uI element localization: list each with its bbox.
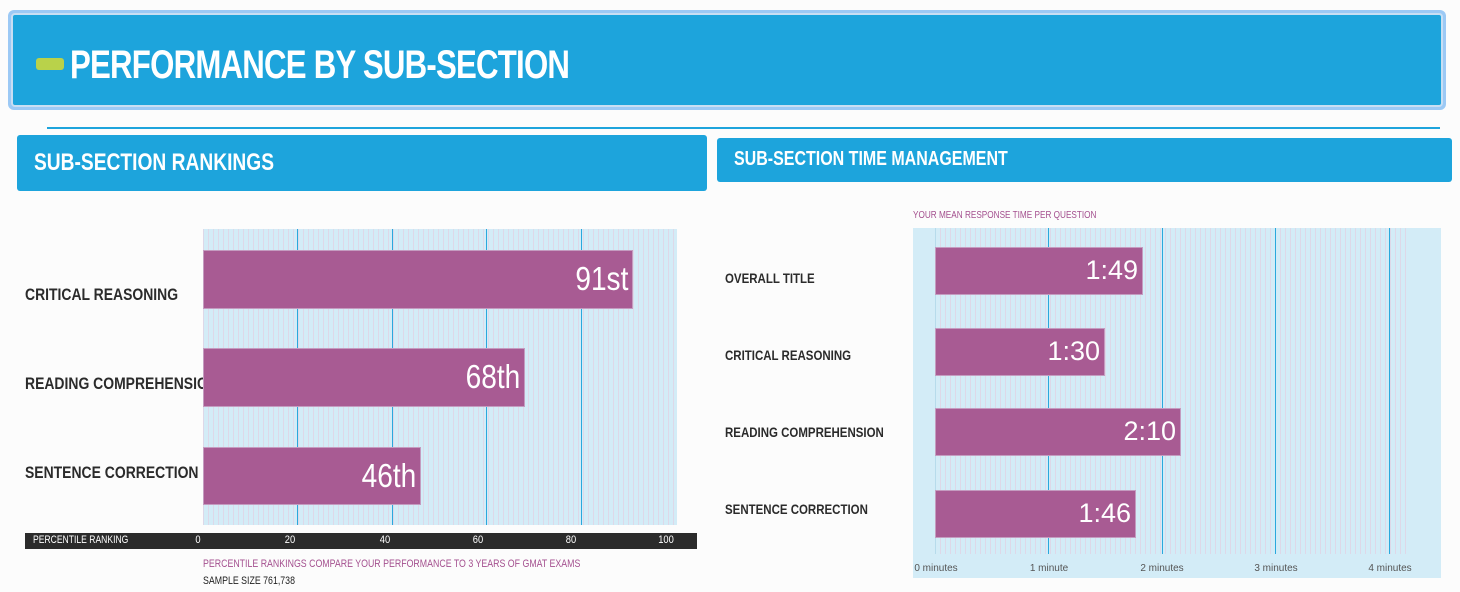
axis-tick: 100	[658, 534, 674, 546]
time-caption: YOUR MEAN RESPONSE TIME PER QUESTION	[913, 210, 1097, 221]
rankings-panel-header: SUB-SECTION RANKINGS	[17, 135, 707, 191]
gridline	[1275, 228, 1276, 554]
time-bar-overall[interactable]: 1:49	[935, 247, 1143, 295]
rank-bar-sentence-correction[interactable]: 46th	[203, 447, 421, 505]
time-plot-area: 1:49 1:30 2:10 1:46	[935, 228, 1410, 554]
axis-tick: 60	[472, 534, 484, 546]
time-bar-sentence-correction[interactable]: 1:46	[935, 490, 1136, 538]
bar-value-label: 1:30	[1047, 336, 1100, 366]
collapse-toggle-icon[interactable]	[36, 58, 64, 70]
time-category-label: OVERALL TITLE	[725, 270, 815, 286]
time-axis-tick: 1 minute	[1029, 563, 1069, 574]
divider	[47, 127, 1440, 129]
time-axis-tick: 4 minutes	[1368, 563, 1412, 574]
time-bar-critical-reasoning[interactable]: 1:30	[935, 328, 1105, 376]
axis-tick: 0	[195, 534, 201, 546]
gridline	[935, 228, 936, 554]
time-panel-header: SUB-SECTION TIME MANAGEMENT	[717, 138, 1452, 182]
axis-tick: 40	[379, 534, 391, 546]
bar-value-label: 1:49	[1085, 255, 1138, 285]
main-header-bar: PERFORMANCE BY SUB-SECTION	[11, 13, 1443, 107]
axis-tick: 80	[565, 534, 577, 546]
rank-category-label: CRITICAL REASONING	[25, 285, 179, 304]
rankings-footnote: PERCENTILE RANKINGS COMPARE YOUR PERFORM…	[203, 558, 581, 570]
rank-bar-critical-reasoning[interactable]: 91st	[203, 250, 633, 309]
axis-tick: 20	[284, 534, 296, 546]
rank-category-label: SENTENCE CORRECTION	[25, 463, 199, 482]
bar-value-label: 68th	[465, 358, 520, 395]
bar-value-label: 91st	[574, 260, 628, 297]
bar-value-label: 2:10	[1123, 416, 1176, 446]
rank-category-label: READING COMPREHENSION	[25, 374, 218, 393]
page-title: PERFORMANCE BY SUB-SECTION	[70, 43, 570, 87]
bar-value-label: 46th	[361, 457, 416, 494]
sample-size: SAMPLE SIZE 761,738	[203, 575, 295, 587]
time-bar-reading-comprehension[interactable]: 2:10	[935, 408, 1181, 456]
bar-value-label: 1:46	[1078, 498, 1131, 528]
gridline	[1162, 228, 1163, 554]
percentile-axis: PERCENTILE RANKING 0 20 40 60 80 100	[25, 533, 697, 549]
axis-title: PERCENTILE RANKING	[33, 534, 129, 546]
time-category-label: READING COMPREHENSION	[725, 424, 884, 440]
rankings-title: SUB-SECTION RANKINGS	[34, 149, 275, 176]
gridline	[581, 229, 582, 525]
time-title: SUB-SECTION TIME MANAGEMENT	[734, 148, 1008, 170]
time-axis-tick: 2 minutes	[1140, 563, 1184, 574]
time-category-label: CRITICAL REASONING	[725, 347, 852, 363]
gridline	[1389, 228, 1390, 554]
rankings-plot-area: 91st 68th 46th	[203, 229, 677, 525]
time-axis-tick: 3 minutes	[1254, 563, 1298, 574]
main-header: PERFORMANCE BY SUB-SECTION	[8, 10, 1446, 110]
time-category-label: SENTENCE CORRECTION	[725, 501, 868, 517]
gridline	[1048, 228, 1049, 554]
rank-bar-reading-comprehension[interactable]: 68th	[203, 348, 525, 407]
time-axis-tick: 0 minutes	[914, 563, 958, 574]
